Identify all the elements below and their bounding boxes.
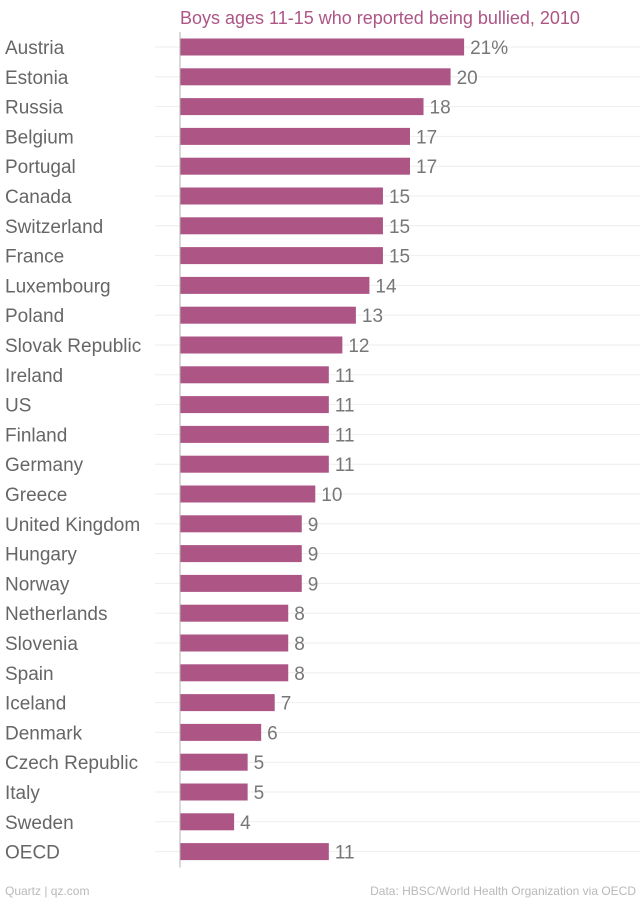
value-label: 15: [389, 217, 410, 238]
bar: [180, 98, 424, 116]
category-label: Netherlands: [5, 604, 107, 625]
value-label: 15: [389, 247, 410, 268]
value-labels: 21%2018171715151514131211111111109998887…: [240, 38, 508, 864]
category-label: Denmark: [5, 723, 83, 744]
category-label: Slovak Republic: [5, 336, 141, 357]
category-label: Ireland: [5, 366, 63, 387]
category-label: Belgium: [5, 127, 74, 148]
bar: [180, 247, 383, 265]
value-label: 20: [457, 68, 478, 89]
value-label: 11: [335, 455, 355, 476]
value-label: 12: [348, 336, 369, 357]
category-label: Greece: [5, 485, 67, 506]
bar: [180, 396, 329, 414]
category-label: Sweden: [5, 813, 74, 834]
category-label: Hungary: [5, 545, 77, 566]
value-label: 6: [267, 723, 278, 744]
bar: [180, 425, 329, 443]
value-label: 17: [416, 157, 437, 178]
bar: [180, 38, 465, 56]
value-label: 5: [254, 753, 265, 774]
bar: [180, 694, 275, 712]
bar: [180, 217, 383, 235]
category-label: OECD: [5, 843, 60, 864]
bar: [180, 723, 262, 741]
bar: [180, 127, 410, 145]
bar: [180, 187, 383, 205]
category-label: Italy: [5, 783, 40, 804]
value-label: 11: [335, 843, 355, 864]
value-label: 18: [430, 98, 451, 119]
bar: [180, 634, 289, 652]
value-label: 9: [308, 574, 319, 595]
value-label: 8: [294, 604, 305, 625]
value-label: 8: [294, 664, 305, 685]
bar: [180, 843, 329, 861]
value-label: 4: [240, 813, 251, 834]
bar: [180, 574, 302, 592]
bar: [180, 68, 451, 86]
bar: [180, 485, 316, 503]
category-label: Switzerland: [5, 217, 103, 238]
bar: [180, 366, 329, 384]
category-labels: Austria Estonia Russia Belgium Portugal Canad…: [5, 38, 141, 864]
footer-source-right: Data: HBSC/World Health Organization via…: [370, 884, 636, 898]
category-label: Czech Republic: [5, 753, 138, 774]
category-label: Slovenia: [5, 634, 78, 655]
bars: [180, 38, 465, 861]
category-label: US: [5, 396, 31, 417]
category-label: Spain: [5, 664, 54, 685]
bar: [180, 783, 248, 801]
category-label: Portugal: [5, 157, 76, 178]
bar: [180, 455, 329, 473]
value-label: 10: [321, 485, 342, 506]
value-label: 11: [335, 425, 355, 446]
value-label: 7: [281, 694, 292, 715]
value-label: 9: [308, 545, 319, 566]
category-label: France: [5, 247, 64, 268]
value-label: 17: [416, 127, 437, 148]
value-label: 9: [308, 515, 319, 536]
footer-source-left: Quartz | qz.com: [5, 884, 89, 898]
category-label: Luxembourg: [5, 276, 111, 297]
bar: [180, 157, 410, 175]
bar: [180, 515, 302, 533]
value-label: 11: [335, 366, 355, 387]
bar: [180, 753, 248, 771]
bar: [180, 276, 370, 294]
category-label: Russia: [5, 98, 64, 119]
bar: [180, 664, 289, 682]
value-label: 11: [335, 396, 355, 417]
category-label: United Kingdom: [5, 515, 140, 536]
category-label: Germany: [5, 455, 84, 476]
category-label: Poland: [5, 306, 64, 327]
category-label: Austria: [5, 38, 65, 59]
category-label: Finland: [5, 425, 67, 446]
value-label: 14: [375, 276, 397, 297]
value-label: 5: [254, 783, 265, 804]
bar: [180, 604, 289, 622]
bar: [180, 336, 343, 354]
category-label: Norway: [5, 574, 70, 595]
value-label: 21%: [470, 38, 508, 59]
value-label: 15: [389, 187, 410, 208]
value-label: 8: [294, 634, 305, 655]
bar: [180, 306, 356, 324]
bar: [180, 813, 235, 831]
value-label: 13: [362, 306, 383, 327]
category-label: Iceland: [5, 694, 66, 715]
category-label: Canada: [5, 187, 72, 208]
category-label: Estonia: [5, 68, 69, 89]
chart-title: Boys ages 11-15 who reported being bulli…: [180, 8, 580, 28]
bar: [180, 545, 302, 563]
